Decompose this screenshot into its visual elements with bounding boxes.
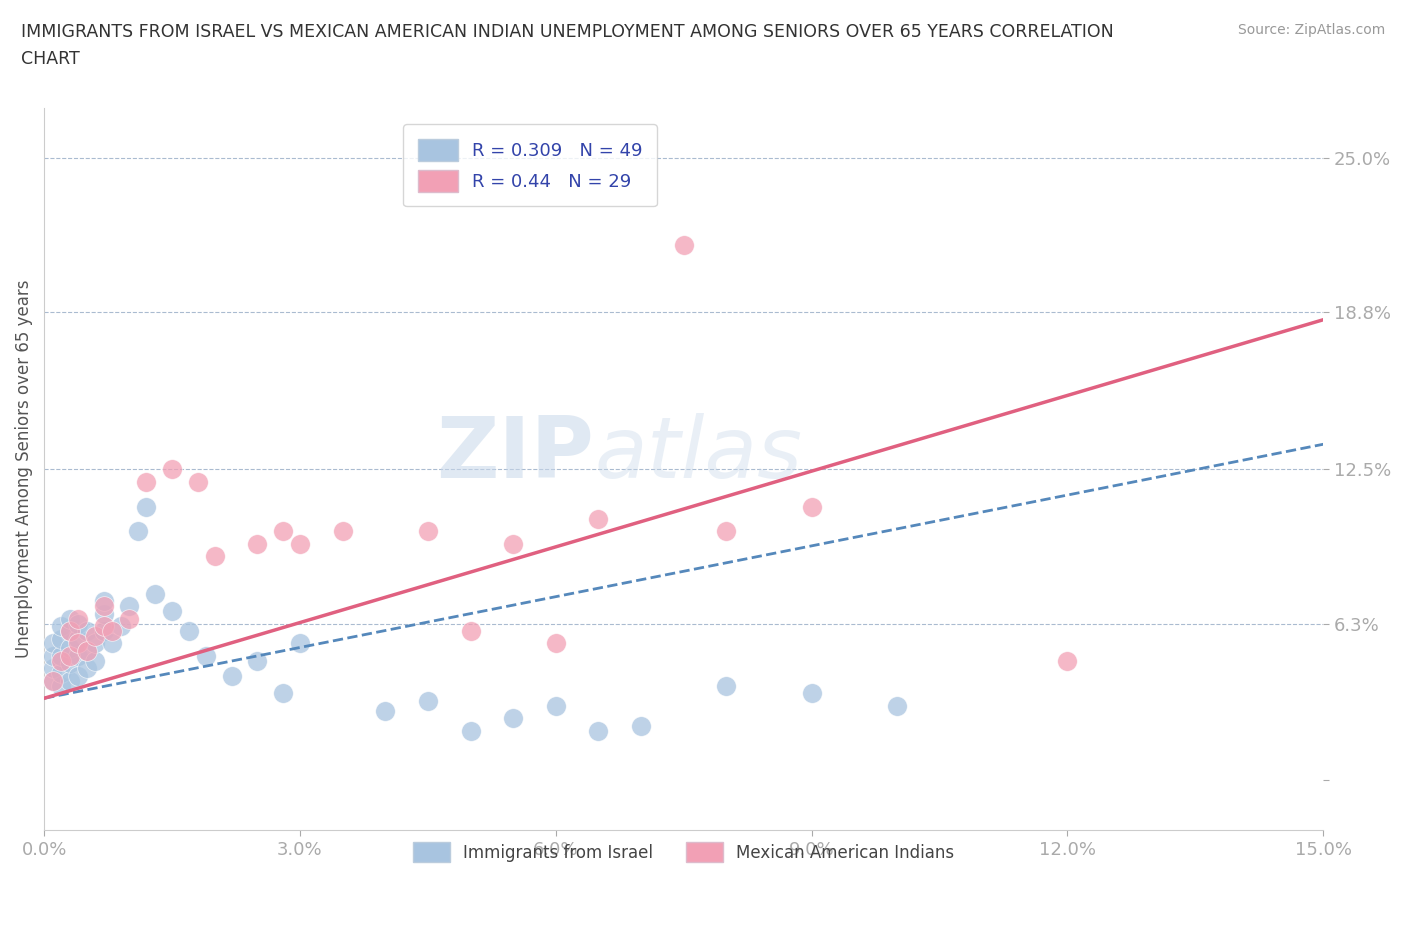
Point: [271, 524, 294, 538]
Point: [544, 698, 567, 713]
Point: [76, 644, 98, 658]
Point: [221, 669, 243, 684]
Point: [67, 669, 90, 684]
Point: [288, 537, 311, 551]
Point: [135, 474, 157, 489]
Text: atlas: atlas: [595, 413, 803, 497]
Point: [51, 648, 73, 663]
Point: [588, 724, 610, 738]
Point: [374, 703, 396, 718]
Point: [67, 636, 90, 651]
Point: [93, 593, 115, 608]
Point: [76, 624, 98, 639]
Point: [41, 673, 63, 688]
Point: [1056, 654, 1078, 669]
Point: [177, 624, 200, 639]
Point: [886, 698, 908, 713]
Point: [246, 537, 269, 551]
Point: [41, 661, 63, 676]
Point: [51, 618, 73, 633]
Point: [93, 599, 115, 614]
Point: [502, 537, 524, 551]
Point: [118, 611, 141, 626]
Text: ZIP: ZIP: [436, 413, 595, 497]
Point: [716, 678, 738, 693]
Point: [160, 604, 183, 618]
Point: [41, 648, 63, 663]
Point: [84, 629, 107, 644]
Point: [84, 654, 107, 669]
Point: [101, 624, 124, 639]
Point: [460, 624, 482, 639]
Point: [160, 461, 183, 476]
Point: [288, 636, 311, 651]
Point: [271, 685, 294, 700]
Point: [195, 648, 218, 663]
Point: [59, 641, 82, 656]
Point: [59, 624, 82, 639]
Point: [59, 624, 82, 639]
Point: [41, 673, 63, 688]
Point: [118, 599, 141, 614]
Point: [246, 654, 269, 669]
Point: [51, 678, 73, 693]
Point: [630, 718, 652, 733]
Point: [67, 616, 90, 631]
Point: [51, 666, 73, 681]
Point: [800, 499, 823, 514]
Point: [67, 631, 90, 646]
Point: [101, 636, 124, 651]
Point: [187, 474, 209, 489]
Point: [143, 586, 166, 601]
Point: [93, 618, 115, 633]
Point: [93, 606, 115, 621]
Point: [588, 512, 610, 526]
Point: [460, 724, 482, 738]
Point: [93, 624, 115, 639]
Point: [110, 618, 132, 633]
Point: [59, 611, 82, 626]
Text: IMMIGRANTS FROM ISRAEL VS MEXICAN AMERICAN INDIAN UNEMPLOYMENT AMONG SENIORS OVE: IMMIGRANTS FROM ISRAEL VS MEXICAN AMERIC…: [21, 23, 1114, 68]
Point: [416, 524, 439, 538]
Point: [332, 524, 354, 538]
Point: [204, 549, 226, 564]
Point: [672, 237, 695, 252]
Point: [502, 711, 524, 725]
Point: [76, 661, 98, 676]
Point: [41, 636, 63, 651]
Point: [800, 685, 823, 700]
Point: [76, 644, 98, 658]
Point: [84, 636, 107, 651]
Point: [67, 611, 90, 626]
Y-axis label: Unemployment Among Seniors over 65 years: Unemployment Among Seniors over 65 years: [15, 280, 32, 658]
Point: [59, 656, 82, 671]
Point: [67, 648, 90, 663]
Point: [127, 524, 149, 538]
Point: [51, 654, 73, 669]
Point: [51, 631, 73, 646]
Point: [716, 524, 738, 538]
Point: [59, 673, 82, 688]
Point: [135, 499, 157, 514]
Point: [59, 648, 82, 663]
Point: [544, 636, 567, 651]
Point: [416, 694, 439, 709]
Legend: Immigrants from Israel, Mexican American Indians: Immigrants from Israel, Mexican American…: [406, 835, 962, 869]
Text: Source: ZipAtlas.com: Source: ZipAtlas.com: [1237, 23, 1385, 37]
